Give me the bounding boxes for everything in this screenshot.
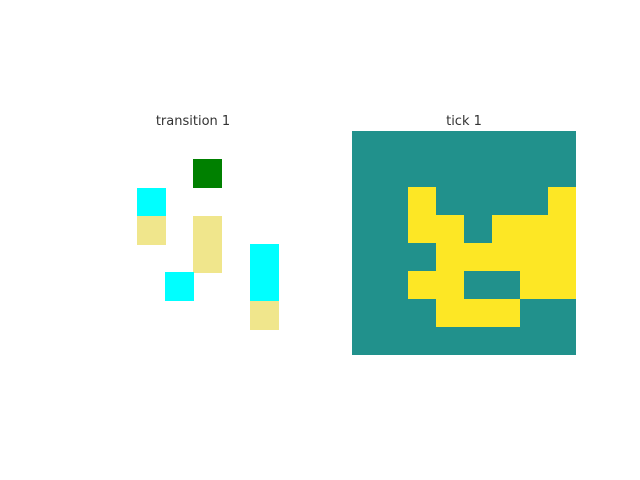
- grid-cell: [492, 243, 520, 271]
- grid-cell: [548, 187, 576, 215]
- grid-cell: [464, 299, 492, 327]
- grid-cell: [249, 300, 279, 330]
- grid-cell: [408, 187, 436, 215]
- grid-cell: [436, 243, 464, 271]
- grid-cell: [408, 215, 436, 243]
- grid-cell: [520, 271, 548, 299]
- transition-grid: [80, 131, 306, 357]
- grid-cell: [548, 215, 576, 243]
- grid-cell: [193, 159, 222, 189]
- grid-cell: [548, 271, 576, 299]
- tick-grid: [352, 131, 576, 355]
- grid-cell: [249, 272, 279, 302]
- transition-panel-title: transition 1: [155, 114, 231, 129]
- grid-cell: [136, 187, 166, 217]
- grid-cell: [436, 215, 464, 243]
- grid-cell: [408, 271, 436, 299]
- grid-cell: [136, 215, 166, 245]
- grid-cell: [492, 215, 520, 243]
- grid-cell: [464, 243, 492, 271]
- grid-cell: [193, 244, 222, 273]
- grid-cell: [492, 299, 520, 327]
- tick-panel-title: tick 1: [446, 114, 482, 129]
- grid-cell: [520, 243, 548, 271]
- grid-cell: [548, 243, 576, 271]
- grid-cell: [193, 215, 222, 245]
- grid-cell: [436, 299, 464, 327]
- grid-cell: [436, 271, 464, 299]
- grid-cell: [520, 215, 548, 243]
- grid-cell: [249, 244, 279, 273]
- grid-cell: [164, 272, 194, 302]
